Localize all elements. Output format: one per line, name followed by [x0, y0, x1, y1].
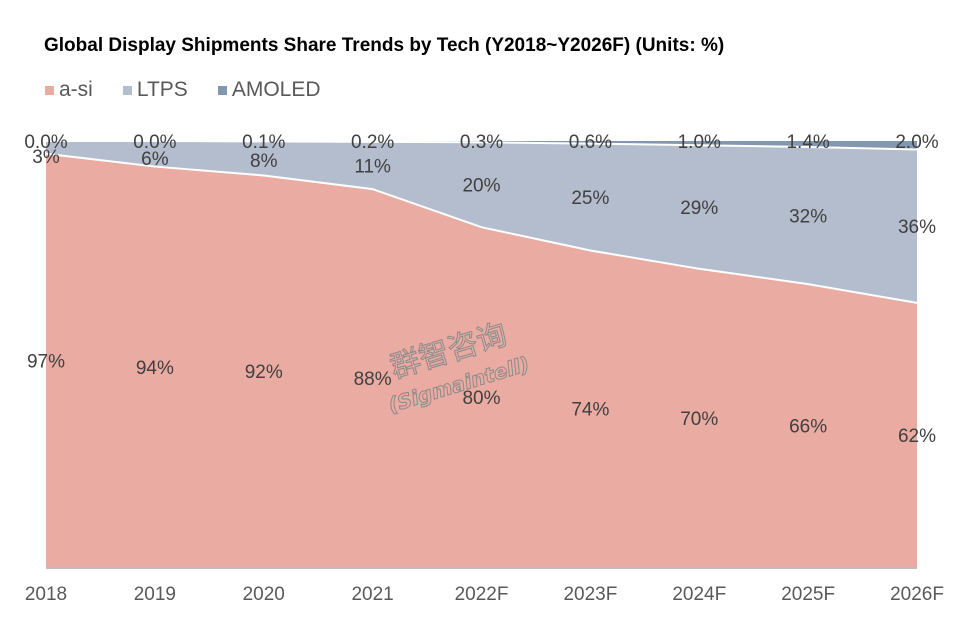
legend-label: LTPS — [136, 78, 188, 101]
data-label-amoled: 1.4% — [786, 132, 829, 153]
legend-swatch-icon — [217, 85, 227, 95]
x-tick-label: 2024F — [672, 584, 726, 605]
boundary-line-a-si — [45, 152, 918, 304]
chart-title: Global Display Shipments Share Trends by… — [44, 35, 725, 56]
boundary-line-ltps — [46, 140, 918, 151]
data-label-amoled: 0.1% — [242, 132, 285, 153]
data-label-ltps: 36% — [898, 217, 936, 238]
data-label-amoled: 0.0% — [133, 132, 176, 153]
data-label-amoled: 0.2% — [351, 132, 394, 153]
data-label-amoled: 0.6% — [569, 132, 612, 153]
legend-item-amoled[interactable]: AMOLED — [217, 78, 321, 102]
data-label-amoled: 2.0% — [895, 132, 938, 153]
legend-label: a-si — [59, 78, 93, 101]
x-tick-label: 2022F — [455, 584, 509, 605]
data-label-a-si: 94% — [136, 358, 174, 379]
x-tick-label: 2020 — [243, 584, 285, 605]
data-label-ltps: 8% — [250, 151, 278, 172]
x-tick-label: 2018 — [25, 584, 67, 605]
data-label-a-si: 66% — [789, 417, 827, 438]
data-label-amoled: 0.0% — [24, 132, 67, 153]
boundary-lines — [45, 140, 918, 304]
x-tick-label: 2019 — [134, 584, 176, 605]
x-tick-labels: 2018 2019 2020 2021 2022F 2023F 2024F 2025F 2026… — [25, 584, 944, 605]
data-label-a-si: 74% — [571, 400, 609, 421]
data-label-amoled: 1.0% — [678, 132, 721, 153]
data-label-a-si: 62% — [898, 426, 936, 447]
area-a-si[interactable] — [46, 153, 917, 567]
x-tick-label: 2023F — [563, 584, 617, 605]
data-labels: 97%3%0.0%94%6%0.0%92%8%0.1%88%11%0.2%80%… — [24, 132, 938, 447]
area-layer — [46, 141, 917, 567]
data-label-ltps: 25% — [571, 188, 609, 209]
x-tick-label: 2026F — [890, 584, 944, 605]
data-label-ltps: 6% — [141, 149, 169, 170]
data-label-ltps: 32% — [789, 207, 827, 228]
legend-swatch-icon — [122, 85, 132, 95]
data-label-a-si: 70% — [680, 409, 718, 430]
area-amoled[interactable] — [46, 141, 917, 150]
data-label-a-si: 88% — [354, 369, 392, 390]
legend-swatch-icon — [45, 85, 54, 95]
legend: a-si LTPS AMOLED — [45, 78, 351, 102]
data-label-a-si: 92% — [245, 362, 283, 383]
x-tick-label: 2021 — [351, 584, 393, 605]
data-label-amoled: 0.3% — [460, 132, 503, 153]
legend-label: AMOLED — [231, 78, 321, 101]
data-label-ltps: 20% — [462, 176, 500, 197]
x-tick-label: 2025F — [781, 584, 835, 605]
data-label-a-si: 97% — [27, 351, 65, 372]
area-ltps[interactable] — [46, 141, 917, 303]
legend-item-a-si[interactable]: a-si — [45, 78, 93, 102]
data-label-ltps: 3% — [32, 147, 60, 168]
legend-item-ltps[interactable]: LTPS — [122, 78, 188, 102]
data-label-ltps: 29% — [680, 198, 718, 219]
data-label-ltps: 11% — [354, 156, 391, 177]
data-label-a-si: 80% — [462, 388, 500, 409]
